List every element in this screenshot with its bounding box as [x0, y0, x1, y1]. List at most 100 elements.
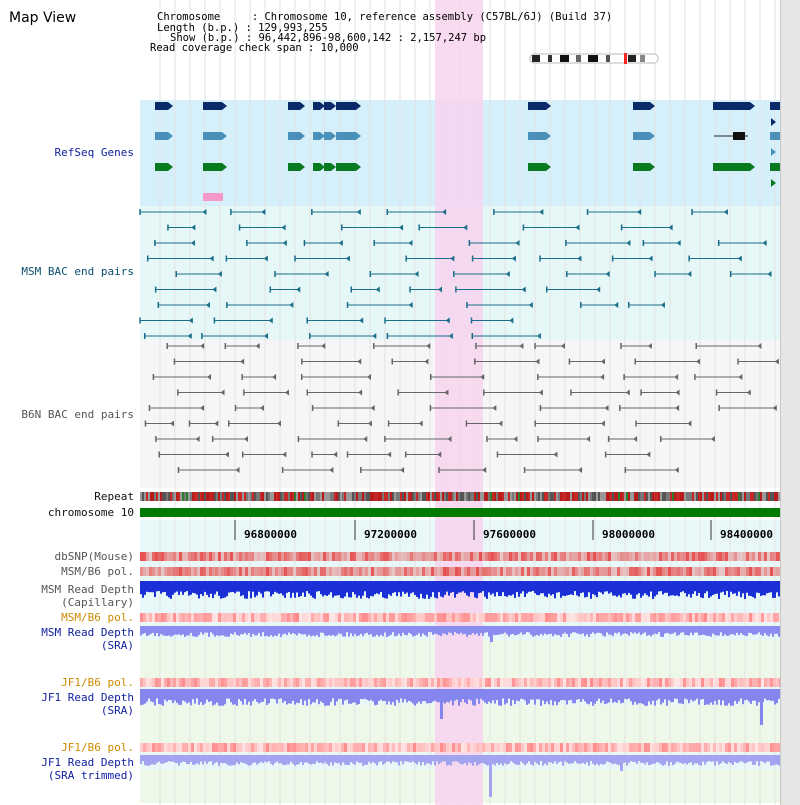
repeat-block: [444, 492, 446, 501]
depth-bar: [608, 581, 610, 594]
heat-cell: [197, 678, 200, 687]
heat-cell: [509, 613, 512, 622]
heat-cell: [440, 743, 443, 752]
heat-cell: [419, 743, 422, 752]
repeat-block: [742, 492, 744, 501]
depth-bar: [726, 689, 728, 706]
bac-end: [224, 451, 229, 458]
scroll-strip[interactable]: [780, 0, 800, 805]
heat-cell: [671, 613, 674, 622]
heat-cell: [260, 678, 263, 687]
heat-cell: [533, 567, 536, 576]
depth-bar: [240, 755, 242, 763]
heat-cell: [398, 567, 401, 576]
heat-cell: [206, 567, 209, 576]
depth-bar: [304, 626, 306, 635]
heat-cell: [383, 552, 386, 561]
heat-cell: [308, 552, 311, 561]
depth-bar: [318, 626, 320, 637]
heat-cell: [251, 743, 254, 752]
gene-exon: [288, 102, 300, 110]
depth-bar: [186, 581, 188, 592]
heat-cell: [503, 552, 506, 561]
depth-bar: [560, 689, 562, 701]
depth-bar: [666, 755, 668, 762]
depth-bar: [312, 626, 314, 636]
depth-bar: [672, 581, 674, 596]
heat-cell: [626, 567, 629, 576]
heat-cell: [527, 743, 530, 752]
depth-bar: [690, 689, 692, 700]
depth-bar: [724, 689, 726, 706]
repeat-block: [510, 492, 512, 501]
repeat-block: [294, 492, 296, 501]
repeat-block: [172, 492, 174, 501]
depth-bar: [462, 626, 464, 635]
heat-cell: [248, 552, 251, 561]
depth-bar: [498, 626, 500, 635]
heat-cell: [707, 743, 710, 752]
repeat-block: [232, 492, 234, 501]
heat-cell: [272, 567, 275, 576]
depth-bar: [200, 626, 202, 633]
depth-bar: [576, 689, 578, 700]
depth-bar: [464, 755, 466, 763]
repeat-block: [698, 492, 700, 501]
depth-bar: [592, 755, 594, 764]
header-length: Length (b.p.) : 129,993,255: [157, 22, 328, 34]
repeat-block: [386, 492, 388, 501]
depth-bar: [296, 689, 298, 703]
heat-cell: [197, 552, 200, 561]
heat-cell: [755, 743, 758, 752]
depth-bar: [554, 689, 556, 702]
heat-cell: [269, 743, 272, 752]
gene-strand-arrow: [168, 163, 173, 171]
track-label-msm-bac: MSM BAC end pairs: [21, 265, 134, 278]
repeat-block: [168, 492, 170, 501]
bac-end: [600, 358, 605, 365]
heat-cell: [653, 613, 656, 622]
heat-cell: [341, 552, 344, 561]
depth-bar: [710, 755, 712, 762]
depth-bar: [214, 626, 216, 637]
heat-cell: [173, 678, 176, 687]
heat-cell: [245, 613, 248, 622]
gene-exon: [203, 163, 222, 171]
heat-cell: [473, 552, 476, 561]
heat-cell: [245, 678, 248, 687]
depth-bar: [244, 755, 246, 764]
depth-bar: [436, 581, 438, 599]
heat-cell: [560, 678, 563, 687]
heat-cell: [560, 567, 563, 576]
depth-bar: [654, 626, 656, 634]
heat-cell: [227, 743, 230, 752]
depth-bar: [534, 755, 536, 762]
heat-cell: [602, 552, 605, 561]
depth-bar: [650, 689, 652, 705]
heat-cell: [728, 552, 731, 561]
chromosome-ideogram[interactable]: [528, 52, 660, 66]
depth-bar: [550, 626, 552, 634]
bac-end: [498, 420, 503, 427]
repeat-block: [320, 492, 322, 501]
depth-bar: [386, 581, 388, 599]
heat-cell: [146, 613, 149, 622]
repeat-block: [492, 492, 494, 501]
gene-strand-arrow: [222, 163, 227, 171]
heat-cell: [734, 743, 737, 752]
depth-bar: [258, 755, 260, 764]
repeat-block: [720, 492, 722, 501]
depth-bar: [522, 581, 524, 592]
depth-bar: [662, 689, 664, 703]
heat-cell: [230, 613, 233, 622]
depth-bar: [462, 689, 464, 700]
bac-end: [414, 271, 419, 277]
repeat-block: [506, 492, 508, 501]
depth-bar: [424, 626, 426, 636]
heat-cell: [431, 743, 434, 752]
depth-bar: [542, 755, 544, 766]
repeat-block: [142, 492, 144, 501]
depth-bar: [352, 626, 354, 637]
depth-bar: [448, 689, 450, 703]
